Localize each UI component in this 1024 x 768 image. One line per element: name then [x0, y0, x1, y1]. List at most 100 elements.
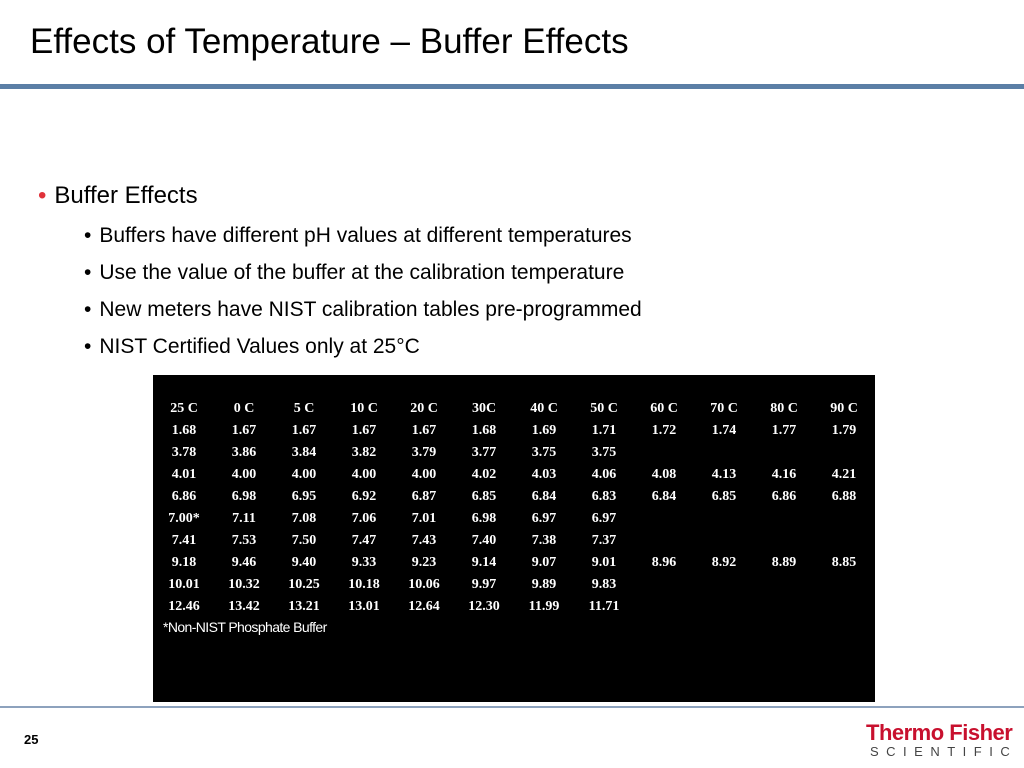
table-cell: 11.99: [528, 599, 560, 614]
table-cell: 9.40: [291, 555, 317, 570]
header-cell: 30C: [471, 401, 497, 416]
table-cell: 12.64: [408, 599, 440, 614]
table-cell: 7.08: [291, 511, 317, 526]
table-cell: 4.13: [711, 467, 737, 482]
table-cell: 1.68: [171, 423, 197, 438]
header-cell: 90 C: [830, 401, 858, 416]
table-cell: 4.00: [231, 467, 257, 482]
header-cell: 5 C: [293, 401, 315, 416]
sub-bullet: • New meters have NIST calibration tables…: [84, 298, 642, 322]
table-cell: 9.46: [231, 555, 257, 570]
table-cell: 7.37: [591, 533, 617, 548]
table-cell: 6.98: [231, 489, 257, 504]
table-cell: 1.77: [771, 423, 797, 438]
table-cell: 1.67: [351, 423, 377, 438]
bullet-text: NIST Certified Values only at 25°C: [99, 335, 420, 358]
table-cell: 7.47: [351, 533, 377, 548]
table-cell: 8.92: [711, 555, 737, 570]
table-cell: 6.86: [771, 489, 797, 504]
logo-tagline: SCIENTIFIC: [870, 744, 1018, 759]
table-cell: 7.01: [411, 511, 437, 526]
table-cell: 7.40: [471, 533, 497, 548]
table-cell: 4.00: [291, 467, 317, 482]
table-cell: 3.79: [411, 445, 437, 460]
table-cell: 4.06: [591, 467, 617, 482]
table-cell: 1.71: [591, 423, 617, 438]
table-cell: 3.78: [171, 445, 197, 460]
table-cell: 9.89: [531, 577, 557, 592]
table-cell: 12.46: [168, 599, 200, 614]
table-cell: 6.86: [171, 489, 197, 504]
table-cell: 7.38: [531, 533, 557, 548]
bullet-text: Buffers have different pH values at diff…: [99, 224, 632, 247]
table-cell: 6.92: [351, 489, 377, 504]
table-cell: 8.89: [771, 555, 797, 570]
table-cell: 1.79: [831, 423, 857, 438]
table-cell: 1.67: [291, 423, 317, 438]
table-cell: 9.83: [591, 577, 617, 592]
table-cell: 1.67: [411, 423, 437, 438]
bullet-text: Use the value of the buffer at the calib…: [99, 261, 625, 284]
sub-bullet: • Use the value of the buffer at the cali…: [84, 261, 624, 285]
table-cell: 6.85: [711, 489, 737, 504]
table-cell: 7.41: [171, 533, 197, 548]
table-cell: 6.95: [291, 489, 317, 504]
table-cell: 4.02: [471, 467, 497, 482]
bullet-text: New meters have NIST calibration tables …: [99, 298, 642, 321]
table-cell: 12.30: [468, 599, 500, 614]
footer-rule: [0, 706, 1024, 708]
table-cell: 9.97: [471, 577, 497, 592]
table-cell: 10.01: [168, 577, 200, 592]
table-cell: 7.11: [232, 511, 256, 526]
table-cell: 6.97: [531, 511, 557, 526]
header-cell: 70 C: [710, 401, 738, 416]
table-cell: 3.82: [351, 445, 377, 460]
table-cell: 9.23: [411, 555, 437, 570]
table-cell: 6.88: [831, 489, 857, 504]
header-cell: 60 C: [650, 401, 678, 416]
sub-bullet: • NIST Certified Values only at 25°C: [84, 335, 420, 359]
table-cell: 1.68: [471, 423, 497, 438]
table-cell: 6.84: [651, 489, 677, 504]
header-cell: 10 C: [350, 401, 378, 416]
table-cell: 3.84: [291, 445, 317, 460]
table-cell: 6.83: [591, 489, 617, 504]
table-cell: 4.21: [831, 467, 857, 482]
table-cell: 3.77: [471, 445, 497, 460]
table-cell: 8.85: [831, 555, 857, 570]
header-cell: 50 C: [590, 401, 618, 416]
table-cell: 4.08: [651, 467, 677, 482]
table-cell: 1.74: [711, 423, 737, 438]
table-cell: 3.86: [231, 445, 257, 460]
header-cell: 25 C: [170, 401, 198, 416]
table-cell: 4.03: [531, 467, 557, 482]
header-cell: 0 C: [233, 401, 255, 416]
table-cell: 11.71: [588, 599, 620, 614]
bullet-dot: •: [84, 335, 92, 358]
table-cell: 6.87: [411, 489, 437, 504]
table-cell: 6.97: [591, 511, 617, 526]
header-cell: 80 C: [770, 401, 798, 416]
table-cell: 9.33: [351, 555, 377, 570]
bullet-dot: •: [84, 261, 92, 284]
bullet: • Buffer Effects: [38, 182, 198, 209]
slide-title: Effects of Temperature – Buffer Effects: [30, 22, 629, 61]
sub-bullet: • Buffers have different pH values at dif…: [84, 224, 632, 248]
table-cell: 9.14: [471, 555, 497, 570]
table-cell: 4.00: [411, 467, 437, 482]
table-cell: 1.67: [231, 423, 257, 438]
table-cell: 9.07: [531, 555, 557, 570]
table-cell: 7.53: [231, 533, 257, 548]
table-cell: 10.18: [348, 577, 380, 592]
table-cell: 4.01: [171, 467, 197, 482]
table-cell: 8.96: [651, 555, 677, 570]
logo-name: Thermo Fisher: [866, 720, 1013, 745]
table-cell: 1.69: [531, 423, 557, 438]
table-cell: 13.01: [348, 599, 380, 614]
table-cell: 7.43: [411, 533, 437, 548]
table-cell: 7.00*: [168, 511, 200, 526]
table-cell: 3.75: [531, 445, 557, 460]
page-number: 25: [24, 732, 39, 747]
table-cell: 6.85: [471, 489, 497, 504]
table-cell: 10.32: [228, 577, 260, 592]
